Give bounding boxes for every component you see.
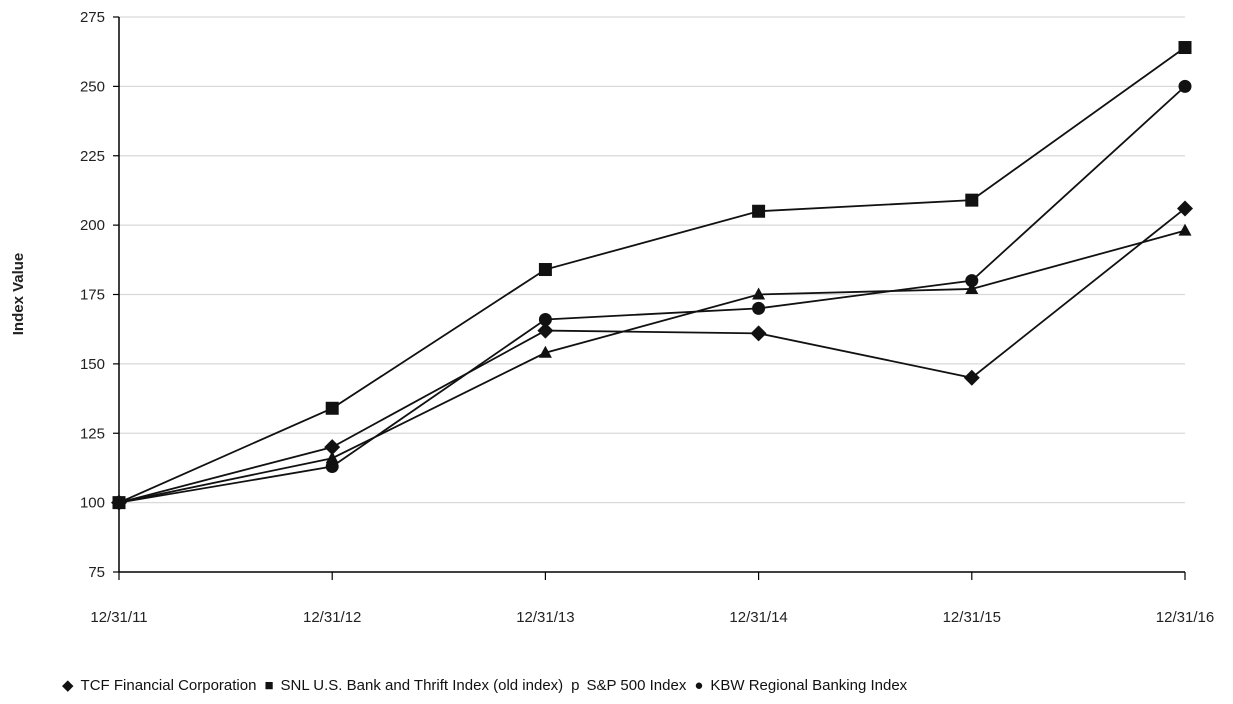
- series-group: [111, 41, 1193, 511]
- gridlines: [119, 16, 1185, 504]
- diamond-marker: [537, 322, 554, 339]
- y-axis-title: Index Value: [10, 253, 27, 336]
- x-tick-label: 12/31/15: [943, 609, 1001, 626]
- legend-triangle-icon: p: [571, 677, 579, 694]
- triangle-marker: [538, 345, 552, 358]
- x-tick-label: 12/31/11: [90, 609, 147, 626]
- y-tick-label: 75: [88, 564, 105, 581]
- y-tick-label: 200: [80, 217, 105, 234]
- diamond-marker: [1177, 200, 1193, 217]
- legend-square-icon: ■: [264, 677, 273, 694]
- circle-marker: [752, 301, 766, 315]
- square-marker: [965, 193, 979, 207]
- x-tick-label: 12/31/13: [516, 609, 574, 626]
- legend-circle-icon: ●: [694, 677, 703, 694]
- triangle-marker: [752, 287, 766, 300]
- diamond-marker: [324, 439, 341, 456]
- series-line: [118, 229, 1186, 504]
- series-square: [112, 41, 1192, 510]
- circle-marker: [325, 460, 339, 474]
- series-line: [118, 85, 1186, 504]
- legend-label: S&P 500 Index: [587, 677, 687, 694]
- y-tick-label: 225: [80, 148, 105, 165]
- triangle-marker: [325, 451, 339, 464]
- legend-label: SNL U.S. Bank and Thrift Index (old inde…: [281, 677, 564, 694]
- x-tick-label: 12/31/16: [1156, 609, 1214, 626]
- legend-label: TCF Financial Corporation: [81, 677, 257, 694]
- diamond-marker: [963, 369, 980, 386]
- y-tick-label: 275: [80, 9, 105, 26]
- series-diamond: [111, 200, 1193, 511]
- diamond-marker: [750, 325, 767, 342]
- circle-marker: [112, 496, 126, 510]
- x-axis-ticks: 12/31/11 12/31/12 12/31/13 12/31/14 12/31/15…: [90, 572, 1214, 626]
- y-tick-label: 150: [80, 356, 105, 373]
- y-tick-label: 250: [80, 78, 105, 95]
- square-marker: [325, 401, 339, 415]
- legend-label: KBW Regional Banking Index: [710, 677, 907, 694]
- square-marker: [538, 263, 552, 277]
- legend: ◆ TCF Financial Corporation ■ SNL U.S. Bank…: [62, 677, 908, 694]
- circle-marker: [965, 274, 979, 288]
- circle-marker: [1178, 79, 1192, 93]
- y-tick-label: 175: [80, 287, 105, 304]
- series-circle: [112, 79, 1192, 510]
- triangle-marker: [965, 281, 979, 294]
- y-axis-ticks: 75 100 125 150 175 200 225 250 275: [80, 9, 119, 581]
- x-tick-label: 12/31/14: [729, 609, 787, 626]
- series-line: [118, 46, 1186, 504]
- triangle-marker: [1178, 223, 1192, 236]
- series-line: [118, 207, 1186, 504]
- y-tick-label: 125: [80, 425, 105, 442]
- legend-diamond-icon: ◆: [62, 677, 74, 694]
- y-tick-label: 100: [80, 495, 105, 512]
- series-triangle: [112, 223, 1192, 508]
- circle-marker: [538, 312, 552, 326]
- square-marker: [752, 204, 766, 218]
- square-marker: [1178, 41, 1192, 55]
- x-tick-label: 12/31/12: [303, 609, 361, 626]
